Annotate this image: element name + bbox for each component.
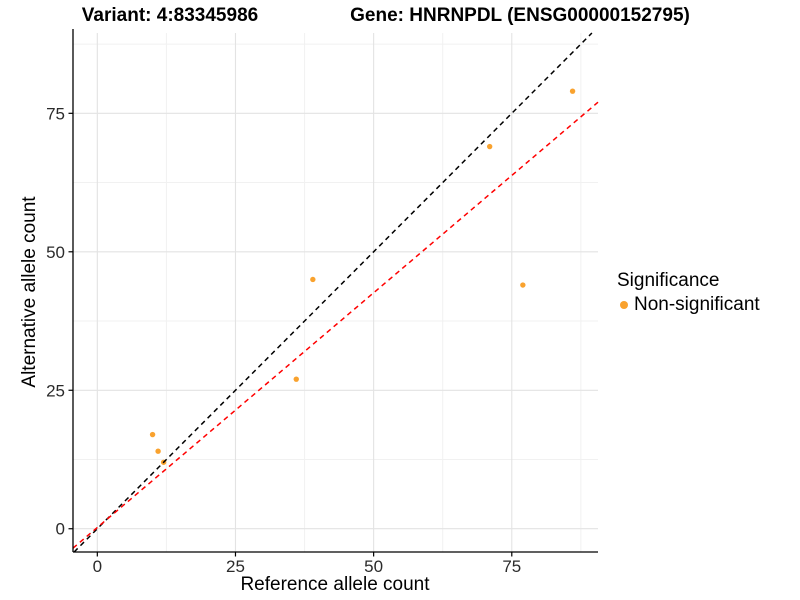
x-tick-label: 75 [502, 557, 521, 576]
legend-item-non-significant: Non-significant [617, 294, 760, 316]
x-tick-label: 25 [226, 557, 245, 576]
legend-title: Significance [617, 270, 720, 291]
legend-item-label: Non-significant [634, 294, 760, 315]
y-tick-label: 25 [46, 381, 65, 400]
data-point [569, 88, 576, 94]
y-tick-label: 0 [56, 520, 65, 539]
y-tick-label: 50 [46, 243, 65, 262]
legend: Significance Non-significant [617, 270, 760, 316]
y-tick-label: 75 [46, 104, 65, 123]
data-point [310, 276, 316, 283]
x-axis-title: Reference allele count [240, 574, 430, 595]
legend-point-swatch-icon [620, 301, 628, 309]
x-tick-label: 50 [364, 557, 383, 576]
data-point [520, 282, 526, 288]
x-tick-label: 0 [93, 557, 102, 576]
data-point [155, 448, 161, 454]
plot-title-variant: Variant: 4:83345986 [81, 5, 259, 26]
data-point [486, 143, 493, 150]
y-axis-title: Alternative allele count [19, 196, 40, 388]
fit-line [72, 101, 599, 549]
plot-title-gene: Gene: HNRNPDL (ENSG00000152795) [350, 5, 690, 26]
data-point [293, 376, 299, 382]
data-point [149, 431, 156, 438]
identity-line [73, 32, 593, 553]
